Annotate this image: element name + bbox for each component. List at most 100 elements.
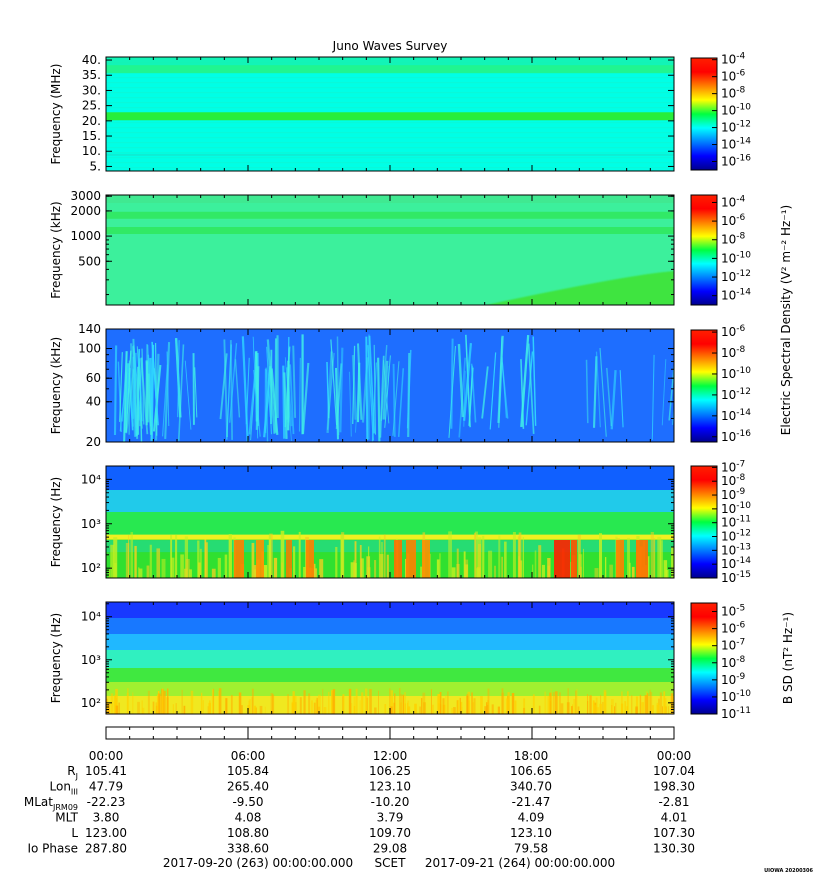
y-tick-label: 10³ [81,653,101,667]
colorbar-tick-label: 10-4 [721,52,746,67]
y-tick-label: 10³ [81,517,101,531]
y-tick-label: 20 [86,435,101,449]
colorbar-tick-label: 10-9 [721,672,746,687]
y-tick-label: 10² [81,561,101,575]
colorbar-tick-label: 10-16 [721,154,751,169]
colorbar-tick-label: 10-4 [721,194,746,209]
ephemeris-table: 00:00 06:00 12:00 18:00 00:00 RJ 105.41 105.84 1… [24,749,695,856]
ephemeris-value: 105.84 [227,764,269,778]
colorbar-tick-label: 10-6 [721,213,746,228]
colorbar-tick-label: 10-12 [721,387,751,402]
ephemeris-row-label: L [71,826,78,840]
emission-band [106,112,674,121]
spectrogram-1 [106,57,674,171]
colorbar-tick-label: 10-11 [721,706,751,721]
colorbar-tick-label: 10-8 [721,345,746,360]
colorbar-scale [690,602,718,715]
colorbar-tick-label: 10-6 [721,621,746,636]
colorbar-tick-label: 10-6 [721,69,746,84]
y-tick-label: 500 [78,254,101,268]
colorbar-scale [690,465,718,579]
y-axis-label: Frequency (kHz) [49,337,63,434]
panel-4: 10² 10³ 10⁴ Frequency (Hz) 10-710-810-910-10… [49,459,751,585]
ephemeris-value: 4.01 [661,811,688,825]
ephemeris-row-label: Io Phase [27,842,78,856]
ephemeris-value: 287.80 [85,842,127,856]
colorbar-tick-label: 10-9 [721,487,746,502]
colorbar-tick-label: 10-15 [721,570,751,585]
panels: 5.10.15.20.25. 30.35.40. Frequency (MHz) 10… [49,52,795,721]
ephemeris-value: -21.47 [512,795,551,809]
ephemeris-value: 3.80 [93,811,120,825]
emission-burst [636,540,648,578]
colorbar-tick-label: 10-10 [721,501,751,516]
time-tick-label: 00:00 [89,749,124,763]
spectrogram-3 [106,329,674,442]
emission-burst [422,540,430,578]
colorbar-tick-label: 10-5 [721,604,745,619]
colorbar-tick-label: 10-14 [721,288,751,303]
emission-burst [256,540,264,578]
colorbar-tick-label: 10-8 [721,86,746,101]
y-tick-label: 10. [82,144,101,158]
ephemeris-row-label: MLT [55,811,78,825]
ephemeris-value: 106.65 [510,764,552,778]
colorbar-label: B SD (nT² Hz⁻¹) [781,612,795,704]
time-tick-label: 12:00 [373,749,408,763]
y-axis-label: Frequency (MHz) [49,64,63,165]
ephemeris-value: 123.10 [510,826,552,840]
ephemeris-value: 108.80 [227,826,269,840]
panel-3: 20 40 60 100 140 Frequency (kHz) 10-6 10-8 10-10… [49,205,793,449]
y-tick-label: 40 [86,395,101,409]
emission-band [106,227,674,235]
ephemeris-value: 79.58 [514,842,548,856]
emission-burst [306,540,314,578]
ephemeris-row-label: LonIII [50,780,79,797]
colorbar-scale [690,194,718,306]
spectrogram-2 [106,195,674,305]
emission-burst [234,540,244,578]
ephemeris-value: -2.81 [658,795,689,809]
spectrogram-background [106,329,674,442]
y-tick-label: 10² [81,696,101,710]
emission-burst [286,540,292,578]
colorbar-tick-label: 10-10 [721,103,751,118]
colorbar-tick-label: 10-8 [721,655,746,670]
emission-burst [394,540,402,578]
panel-1: 5.10.15.20.25. 30.35.40. Frequency (MHz) 10… [49,52,751,174]
emission-band [106,65,674,74]
emission-burst [554,540,570,578]
ephemeris-value: 107.04 [653,764,695,778]
colorbar-tick-label: 10-8 [721,473,746,488]
colorbar-tick-label: 10-10 [721,366,751,381]
y-tick-label: 10⁴ [81,472,101,486]
ephemeris-value: 4.09 [518,811,545,825]
y-tick-label: 60 [86,371,101,385]
figure-title: Juno Waves Survey [332,39,448,53]
time-tick-label: 18:00 [514,749,549,763]
colorbar-2: 10-4 10-6 10-8 10-10 10-12 10-14 [690,194,751,306]
y-tick-label: 10⁴ [81,610,101,624]
ephemeris-value: 109.70 [369,826,411,840]
ephemeris-value: 105.41 [85,764,127,778]
y-tick-label: 20. [82,114,101,128]
colorbar-tick-label: 10-12 [721,269,751,284]
time-tick-label: 00:00 [657,749,692,763]
ephemeris-value: 265.40 [227,780,269,794]
colorbar-scale [690,329,718,443]
time-axis [105,726,675,740]
emission-band [106,211,674,219]
watermark: UIOWA 20200306 [764,868,813,874]
ephemeris-value: 106.25 [369,764,411,778]
ephemeris-value: -22.23 [87,795,126,809]
colorbar-tick-label: 10-14 [721,137,751,152]
y-axis-label: Frequency (Hz) [49,613,63,704]
colorbar-tick-label: 10-14 [721,556,751,571]
y-tick-label: 140 [78,322,101,336]
ephemeris-value: 130.30 [653,842,695,856]
y-axis-label: Frequency (kHz) [49,201,63,298]
y-tick-label: 30. [82,83,101,97]
ephemeris-value: 4.08 [235,811,262,825]
